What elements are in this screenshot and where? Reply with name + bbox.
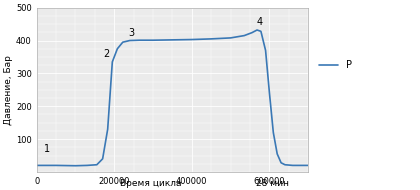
- P: [150, 39, 155, 41]
- Text: Время цикла: Время цикла: [120, 179, 181, 188]
- Legend: P: P: [318, 60, 352, 70]
- P: [94, 164, 100, 166]
- P: [249, 32, 255, 34]
- P: [290, 164, 295, 167]
- Text: 1: 1: [45, 144, 50, 154]
- P: [278, 162, 284, 164]
- P: [209, 38, 214, 40]
- P: [263, 49, 268, 51]
- P: [120, 41, 125, 43]
- P: [282, 164, 287, 166]
- P: [306, 164, 311, 167]
- P: [105, 128, 110, 130]
- Text: 28 мин: 28 мин: [257, 179, 289, 188]
- P: [127, 39, 132, 42]
- P: [267, 92, 272, 94]
- P: [170, 39, 175, 41]
- P: [255, 29, 260, 31]
- Text: 3: 3: [128, 28, 134, 38]
- P: [115, 48, 120, 50]
- Text: 2: 2: [103, 49, 110, 59]
- P: [84, 164, 89, 167]
- P: [34, 164, 39, 167]
- P: [189, 38, 194, 41]
- P: [241, 34, 247, 37]
- P: [271, 131, 276, 134]
- P: [100, 158, 105, 160]
- Text: 4: 4: [257, 17, 263, 27]
- Y-axis label: Давление, Бар: Давление, Бар: [4, 55, 13, 125]
- P: [228, 37, 233, 39]
- P: [110, 61, 115, 63]
- P: [73, 165, 78, 167]
- P: [275, 153, 280, 155]
- Line: P: P: [37, 30, 308, 166]
- P: [36, 164, 41, 167]
- P: [54, 164, 59, 167]
- P: [137, 39, 142, 41]
- P: [258, 30, 263, 32]
